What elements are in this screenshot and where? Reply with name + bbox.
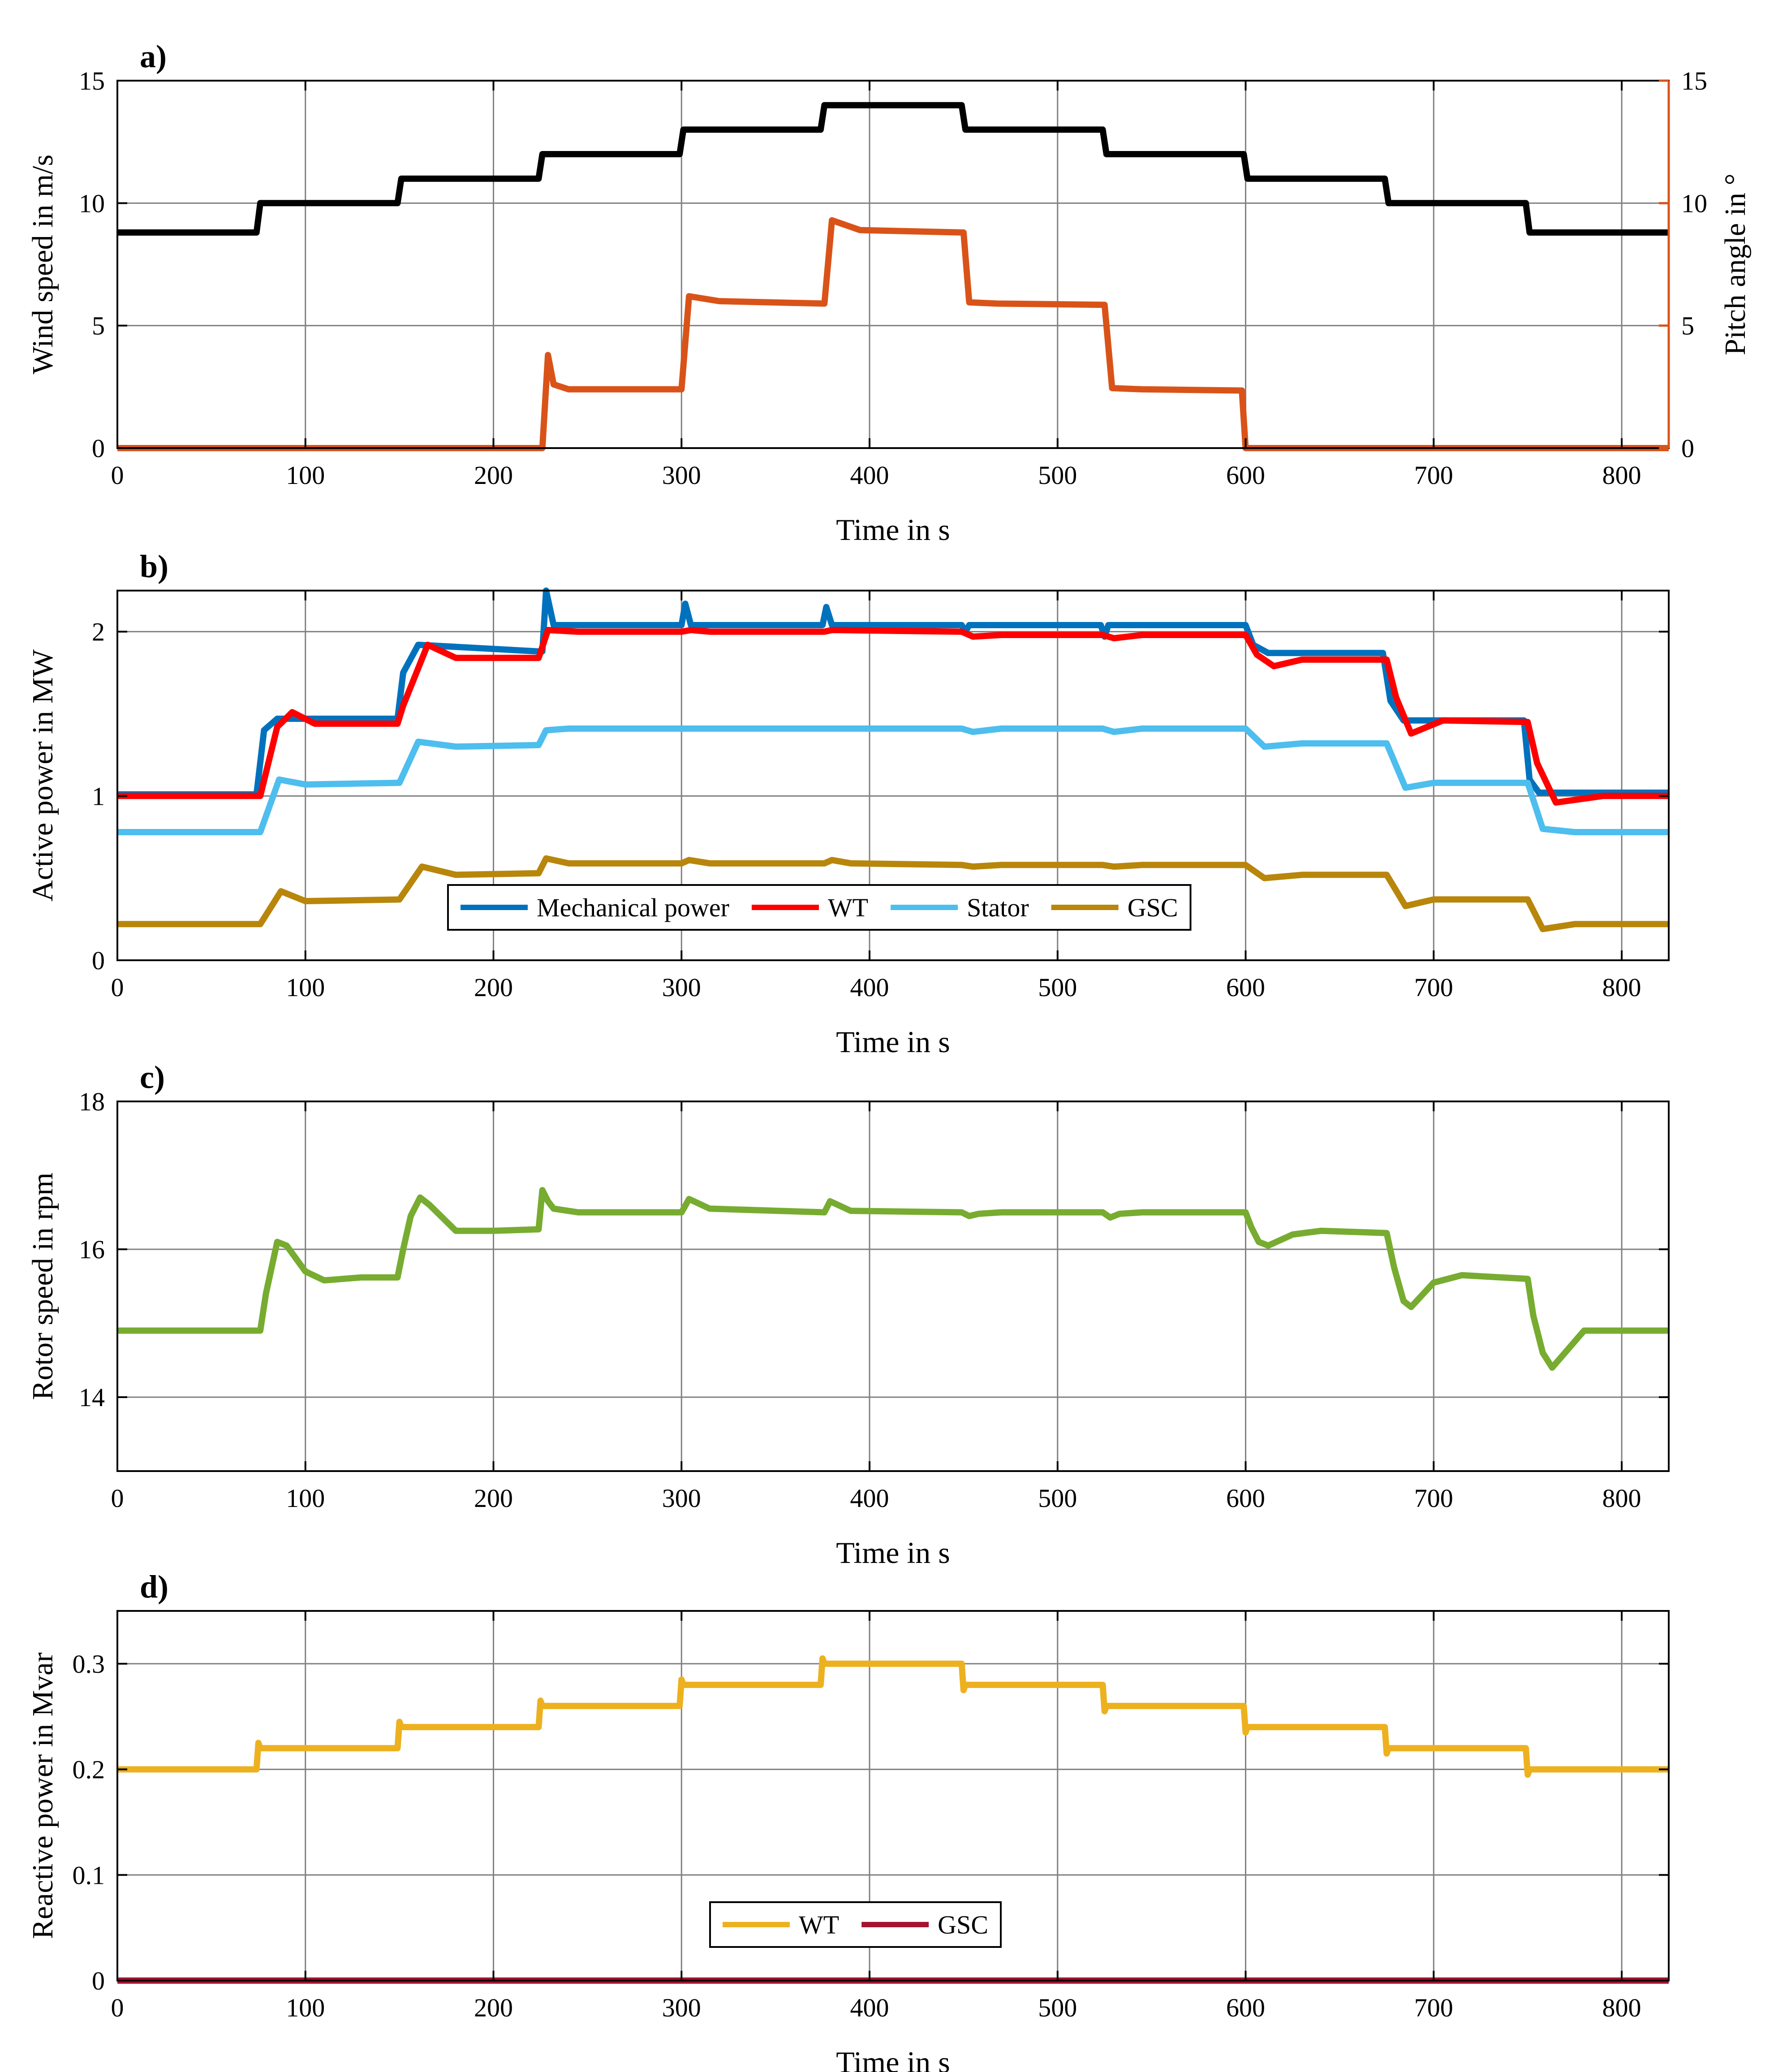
- series-line-rotor-speed: [117, 1187, 1669, 1371]
- y-tick-label: 2: [92, 617, 105, 647]
- y-tick-label: 0.2: [73, 1755, 105, 1784]
- x-tick-label: 700: [1414, 973, 1453, 1002]
- x-tick-label: 600: [1226, 1993, 1265, 2022]
- x-tick-label: 500: [1038, 973, 1077, 1002]
- x-tick-label: 600: [1226, 1484, 1265, 1513]
- y-tick-label: 0: [92, 434, 105, 463]
- x-tick-label: 500: [1038, 1484, 1077, 1513]
- series-line-wt: [117, 1655, 1669, 1778]
- x-tick-label: 600: [1226, 461, 1265, 490]
- y-tick-label: 16: [79, 1235, 105, 1264]
- axes-frame: [116, 1610, 1670, 1981]
- y-tick-label: 1: [92, 781, 105, 811]
- x-tick-label: 400: [850, 1993, 889, 2022]
- x-tick-label: 200: [474, 461, 513, 490]
- y-tick-label: 10: [79, 189, 105, 218]
- legend-entry: Mechanical power: [537, 893, 729, 922]
- legend-entry: WT: [828, 893, 868, 922]
- y-tick-label: 14: [79, 1383, 105, 1412]
- y-tick-label: 0.1: [73, 1860, 105, 1890]
- legend: WT GSC: [709, 1901, 1002, 1948]
- series-line-gsc: [117, 855, 1669, 932]
- legend-entry: Stator: [967, 893, 1029, 922]
- x-tick-label: 300: [662, 973, 701, 1002]
- y-tick-label: 0.3: [73, 1649, 105, 1679]
- y-tick-label: 15: [79, 66, 105, 95]
- x-axis-label: Time in s: [836, 1536, 950, 1570]
- y-axis-label: Active power in MW: [26, 649, 59, 901]
- panel-a: 0 100 200 300 400 500 600 700 800 0 5 10 15 0 5 10 15 Pit…: [26, 39, 1752, 547]
- series-line-stator: [117, 725, 1669, 835]
- y2-tick-label: 0: [1681, 434, 1694, 463]
- x-tick-label: 800: [1602, 1484, 1641, 1513]
- panel-label: b): [140, 548, 168, 584]
- x-axis-label: Time in s: [836, 513, 950, 547]
- x-tick-label: 200: [474, 973, 513, 1002]
- series-line-mechanical-power: [117, 587, 1669, 798]
- x-tick-label: 0: [111, 1993, 124, 2022]
- x-tick-label: 100: [286, 461, 325, 490]
- x-tick-label: 400: [850, 1484, 889, 1513]
- legend-entry: GSC: [938, 1910, 988, 1939]
- legend-entry: WT: [799, 1910, 839, 1939]
- x-tick-label: 0: [111, 1484, 124, 1513]
- legend: Mechanical power WT Stator GSC: [447, 884, 1192, 931]
- x-tick-label: 300: [662, 1484, 701, 1513]
- y-tick-label: 5: [92, 311, 105, 341]
- y2-tick-label: 15: [1681, 66, 1707, 95]
- panel-d: 0 100 200 300 400 500 600 700 800 0 0.1 0.2 0.3 Time …: [26, 1569, 1670, 2072]
- x-tick-label: 200: [474, 1484, 513, 1513]
- panel-b: 0 100 200 300 400 500 600 700 800 0 1 2 Time in s Act…: [26, 548, 1670, 1059]
- x-tick-label: 300: [662, 1993, 701, 2022]
- panels: 0 100 200 300 400 500 600 700 800051015051015Pit…: [26, 39, 1752, 2072]
- x-tick-label: 500: [1038, 461, 1077, 490]
- y-tick-label: 0: [92, 1966, 105, 1995]
- series-line-wt: [117, 627, 1669, 806]
- x-tick-label: 400: [850, 461, 889, 490]
- x-tick-label: 200: [474, 1993, 513, 2022]
- panel-label: c): [140, 1059, 165, 1095]
- x-tick-label: 0: [111, 973, 124, 1002]
- x-tick-label: 300: [662, 461, 701, 490]
- y-axis-label: Reactive power in Mvar: [26, 1653, 59, 1939]
- y2-tick-label: 10: [1681, 189, 1707, 218]
- axes-frame: [116, 590, 1670, 961]
- axes-frame: [116, 1101, 1670, 1472]
- x-tick-label: 800: [1602, 461, 1641, 490]
- series-line-wind-speed: [117, 102, 1669, 236]
- x-tick-label: 100: [286, 1993, 325, 2022]
- panel-label: a): [140, 39, 167, 74]
- x-tick-label: 500: [1038, 1993, 1077, 2022]
- x-tick-label: 700: [1414, 461, 1453, 490]
- y2-axis-label: Pitch angle in °: [1719, 173, 1752, 355]
- x-tick-label: 600: [1226, 973, 1265, 1002]
- x-tick-label: 800: [1602, 973, 1641, 1002]
- y2-tick-label: 5: [1681, 311, 1694, 341]
- panel-label: d): [140, 1569, 168, 1605]
- y-axis-label: Wind speed in m/s: [26, 155, 59, 374]
- x-axis-label: Time in s: [836, 1025, 950, 1059]
- y-axis-label: Rotor speed in rpm: [26, 1173, 59, 1400]
- x-tick-label: 0: [111, 461, 124, 490]
- legend-entry: GSC: [1128, 893, 1178, 922]
- y-tick-label: 18: [79, 1087, 105, 1116]
- y-tick-label: 0: [92, 946, 105, 975]
- x-tick-label: 700: [1414, 1993, 1453, 2022]
- series-line-pitch-angle: [117, 217, 1669, 451]
- x-tick-label: 100: [286, 1484, 325, 1513]
- x-tick-label: 100: [286, 973, 325, 1002]
- x-tick-label: 800: [1602, 1993, 1641, 2022]
- x-axis-label: Time in s: [836, 2045, 950, 2072]
- panel-c: 0 100 200 300 400 500 600 700 800 14 16 18 Time in s…: [26, 1059, 1670, 1570]
- axes-frame: [116, 80, 1670, 449]
- x-tick-label: 700: [1414, 1484, 1453, 1513]
- x-tick-label: 400: [850, 973, 889, 1002]
